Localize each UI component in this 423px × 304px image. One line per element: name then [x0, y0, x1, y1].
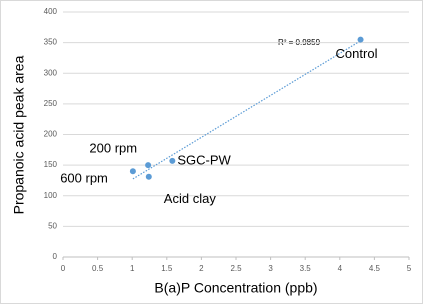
y-tick-label: 150: [44, 160, 58, 169]
y-tick-label: 350: [44, 38, 58, 47]
point: [145, 173, 152, 180]
point-label: 600 rpm: [60, 171, 108, 186]
trendline: [132, 40, 361, 180]
point-label: Control: [336, 46, 378, 61]
point: [145, 162, 152, 169]
x-tick-label: 2.5: [230, 264, 242, 273]
y-tick-label: 200: [44, 130, 58, 139]
y-axis-title: Propanoic acid peak area: [11, 55, 27, 214]
y-tick-label: 250: [44, 99, 58, 108]
point: [357, 36, 364, 43]
y-tick-label: 400: [44, 7, 58, 16]
y-tick-label: 0: [53, 252, 58, 261]
y-tick-label: 100: [44, 191, 58, 200]
x-tick-label: 4.5: [369, 264, 381, 273]
point-label: Acid clay: [164, 191, 217, 206]
y-tick-label: 300: [44, 68, 58, 77]
x-tick-label: 3: [268, 264, 273, 273]
point-label: SGC-PW: [177, 152, 231, 167]
x-tick-label: 2: [199, 264, 204, 273]
point-label: 200 rpm: [89, 141, 137, 156]
x-tick-label: 1: [130, 264, 135, 273]
x-tick-label: 3.5: [300, 264, 312, 273]
x-tick-label: 4: [338, 264, 343, 273]
x-axis-title: B(a)P Concentration (ppb): [154, 280, 317, 296]
x-tick-label: 1.5: [161, 264, 173, 273]
point: [129, 168, 136, 175]
x-tick-label: 0: [61, 264, 66, 273]
point: [169, 157, 176, 164]
x-tick-label: 0.5: [92, 264, 104, 273]
x-tick-label: 5: [407, 264, 412, 273]
y-tick-label: 50: [48, 221, 57, 230]
